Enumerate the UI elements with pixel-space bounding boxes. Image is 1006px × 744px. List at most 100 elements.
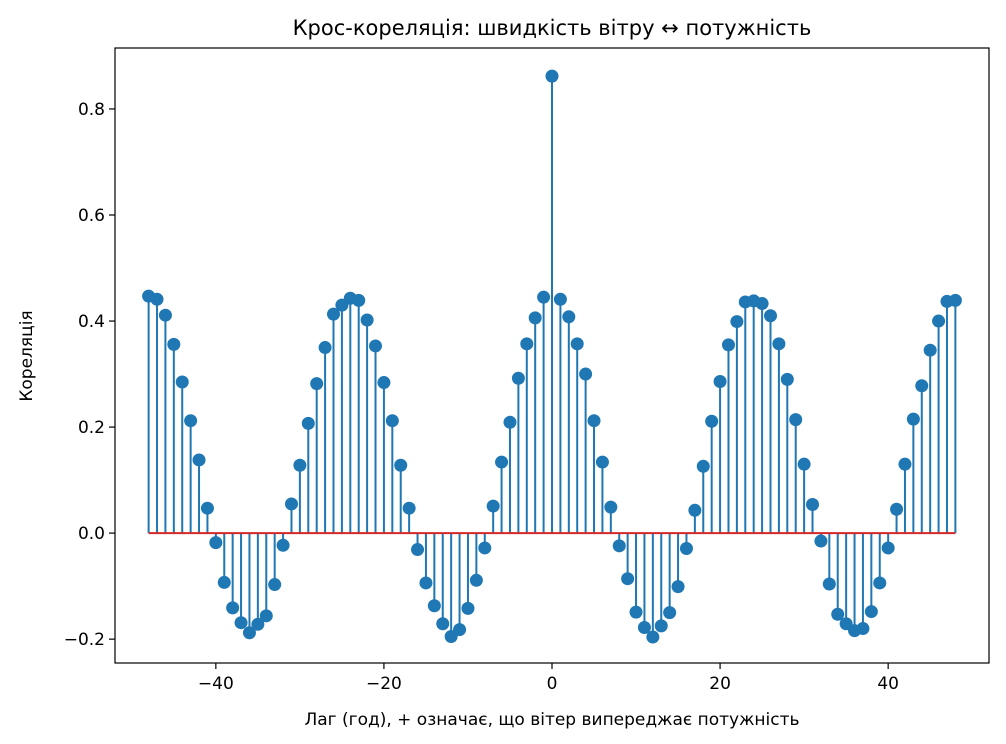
y-tick-label: 0.4 (78, 312, 105, 332)
stem-marker (259, 609, 273, 623)
stem-marker (713, 374, 727, 388)
stem-marker (385, 414, 399, 428)
x-axis: −40 −20 0 20 40 (198, 663, 899, 694)
y-axis-label: Кореляція (17, 310, 37, 401)
stem-marker (495, 455, 509, 469)
stem-marker (814, 534, 828, 548)
stem-marker (831, 607, 845, 621)
x-tick-label: 0 (547, 674, 558, 694)
stem-marker (217, 575, 231, 589)
stem-marker (394, 458, 408, 472)
stem-marker (764, 309, 777, 323)
stem-marker (629, 605, 643, 619)
stem-marker (915, 379, 929, 393)
y-tick-label: 0.0 (78, 524, 105, 544)
stem-marker (587, 414, 601, 428)
stem-marker (377, 376, 391, 390)
stem-marker (436, 617, 450, 631)
stem-marker (360, 313, 374, 327)
x-tick-label: −20 (366, 674, 402, 694)
y-tick-label: −0.2 (64, 630, 105, 650)
stem-marker (411, 543, 425, 557)
stem-marker (200, 501, 214, 515)
stem-marker (486, 499, 500, 513)
x-tick-label: 20 (709, 674, 731, 694)
stem-marker (621, 572, 635, 586)
stem-marker (906, 412, 920, 426)
stem-marker (242, 626, 256, 640)
stem-marker (469, 573, 483, 587)
stem-marker (461, 601, 475, 615)
stem-marker (612, 539, 626, 553)
stem-marker (772, 337, 786, 351)
stem-marker (318, 341, 332, 355)
stem-marker (864, 605, 878, 619)
stem-marker (663, 606, 677, 620)
stem-marker (234, 616, 248, 630)
stem-marker (276, 538, 290, 552)
stem-marker (268, 578, 282, 592)
stem-marker (696, 459, 710, 473)
stem-marker (251, 617, 265, 631)
stem-marker (789, 413, 803, 427)
stem-marker (562, 310, 576, 324)
stem-marker (167, 337, 181, 351)
stem-marker (284, 497, 298, 511)
stem-marker (352, 293, 366, 307)
stem-marker (637, 620, 651, 634)
stem-marker (209, 536, 223, 550)
stem-marker (537, 290, 551, 304)
chart-title: Крос-кореляція: швидкість вітру ↔ потужн… (293, 16, 812, 40)
stem-marker (806, 497, 820, 511)
stem-marker (369, 339, 383, 353)
stem-marker (721, 338, 735, 352)
x-tick-label: 40 (877, 674, 899, 694)
stem-marker (948, 293, 962, 307)
stem-marker (671, 580, 685, 594)
y-tick-label: 0.6 (78, 206, 105, 226)
stem-marker (553, 292, 567, 306)
stem-marker (192, 453, 206, 467)
stem-marker (427, 599, 441, 613)
x-tick-label: −40 (198, 674, 234, 694)
stem-marker (545, 69, 559, 83)
stem-marker (856, 622, 870, 636)
y-axis: −0.2 0.0 0.2 0.4 0.6 0.8 (64, 100, 115, 650)
stem-marker (890, 502, 904, 516)
stem-marker (478, 541, 492, 555)
stem-marker (898, 457, 912, 471)
stem-marker (184, 414, 198, 428)
stem-marker (755, 297, 769, 311)
y-tick-label: 0.2 (78, 418, 105, 438)
stem-marker (604, 500, 618, 514)
stem-marker (175, 375, 189, 389)
plot-area (142, 69, 962, 644)
stem-marker (511, 371, 525, 385)
stem-marker (688, 503, 702, 517)
stem-marker (730, 315, 744, 329)
stem-marker (226, 601, 240, 615)
stem-marker (822, 577, 836, 591)
stem-marker (705, 414, 719, 428)
stem-marker (570, 337, 584, 351)
stem-marker (150, 292, 164, 306)
stem-marker (158, 308, 172, 322)
stem-marker (679, 541, 693, 555)
stem-marker (453, 623, 467, 637)
stem-marker (646, 630, 660, 644)
stem-marker (402, 501, 416, 515)
stem-marker (293, 458, 307, 472)
stem-marker (579, 367, 593, 381)
stem-marker (923, 343, 937, 357)
stem-marker (873, 576, 887, 590)
y-tick-label: 0.8 (78, 100, 105, 120)
stem-marker (595, 455, 609, 469)
stem-marker (301, 416, 315, 430)
stem-marker (327, 307, 340, 321)
stem-marker (797, 457, 811, 471)
x-axis-label: Лаг (год), + означає, що вітер випереджа… (304, 710, 799, 730)
stem-marker (503, 415, 517, 429)
stem-marker (419, 576, 433, 590)
stem-marker (520, 337, 534, 351)
